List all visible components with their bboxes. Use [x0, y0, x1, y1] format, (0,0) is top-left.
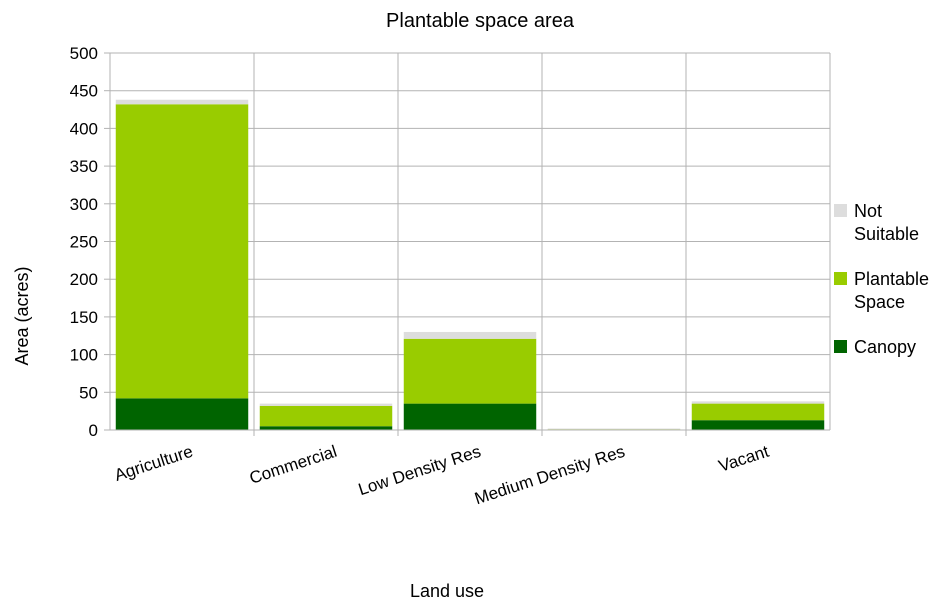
x-tick-label: Vacant — [716, 442, 771, 476]
y-tick-label: 50 — [79, 383, 98, 402]
bar-plantable-space-vacant — [691, 403, 825, 421]
axes — [109, 53, 831, 436]
bar-not-suitable-commercial — [259, 403, 393, 406]
legend: Not Suitable Plantable Space Canopy — [834, 201, 929, 357]
bar-not-suitable-vacant — [691, 401, 825, 404]
legend-swatch — [834, 272, 847, 285]
y-tick-label: 500 — [70, 44, 98, 63]
chart-title: Plantable space area — [386, 10, 575, 32]
y-tick-labels: 0 50 100 150 200 250 300 350 400 450 500 — [70, 44, 98, 440]
legend-swatch — [834, 204, 847, 217]
x-tick-label: Commercial — [247, 442, 339, 488]
x-axis-title: Land use — [410, 581, 484, 601]
bar-canopy-low-density-res — [403, 403, 537, 430]
bar-canopy-commercial — [259, 426, 393, 430]
bar-not-suitable-low-density-res — [403, 331, 537, 339]
legend-swatch — [834, 340, 847, 353]
y-tick-label: 300 — [70, 195, 98, 214]
x-tick-label: Agriculture — [112, 442, 195, 485]
y-tick-label: 200 — [70, 270, 98, 289]
y-tick-label: 100 — [70, 346, 98, 365]
legend-label: Canopy — [854, 337, 916, 357]
bar-plantable-space-commercial — [259, 405, 393, 427]
y-tick-label: 150 — [70, 308, 98, 327]
legend-label: Not Suitable — [854, 201, 919, 244]
bar-canopy-vacant — [691, 420, 825, 430]
y-tick-label: 350 — [70, 157, 98, 176]
legend-label: Plantable Space — [854, 269, 929, 312]
y-tick-label: 0 — [89, 421, 98, 440]
bar-plantable-space-agriculture — [115, 104, 249, 399]
bars — [115, 99, 825, 430]
bar-plantable-space-low-density-res — [403, 338, 537, 404]
bar-not-suitable-medium-density-res — [547, 428, 681, 430]
y-tick-label: 400 — [70, 119, 98, 138]
bar-canopy-agriculture — [115, 398, 249, 430]
x-tick-labels: Agriculture Commercial Low Density ResMedi… — [112, 442, 771, 509]
bar-not-suitable-agriculture — [115, 99, 249, 105]
x-tick-label: Medium Density Res — [472, 442, 627, 509]
y-axis-title: Area (acres) — [12, 266, 32, 365]
x-tick-label: Low Density Res — [356, 442, 483, 499]
y-tick-label: 450 — [70, 82, 98, 101]
y-tick-label: 250 — [70, 233, 98, 252]
